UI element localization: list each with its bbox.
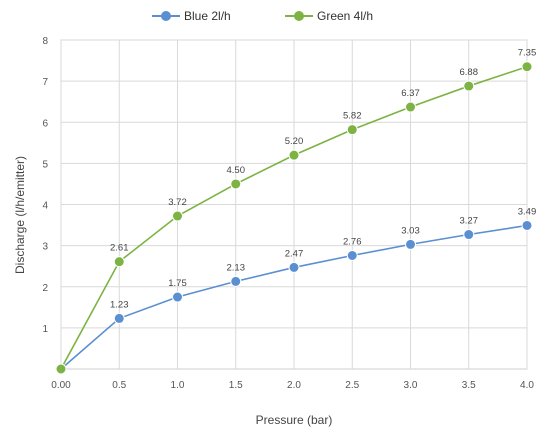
y-tick-label: 4 xyxy=(42,201,48,212)
data-point xyxy=(463,80,475,92)
data-label: 6.37 xyxy=(401,88,420,99)
data-point xyxy=(405,238,416,250)
data-point xyxy=(288,261,300,273)
data-point xyxy=(172,291,183,303)
x-axis-title: Pressure (bar) xyxy=(256,413,333,427)
data-label: 3.27 xyxy=(460,216,479,227)
x-tick-label: 4.0 xyxy=(520,380,534,391)
y-tick-label: 1 xyxy=(42,324,48,335)
data-point xyxy=(405,101,416,113)
axes: 1 2 3 4 5 6 7 8 0.00 0.5 1.0 1.5 2.0 2.5 3.0 3.5 4.0 xyxy=(42,36,534,391)
data-point xyxy=(463,229,475,241)
data-label: 4.50 xyxy=(227,165,246,176)
y-tick-label: 5 xyxy=(42,159,48,170)
x-tick-label: 3.0 xyxy=(404,380,418,391)
data-label: 3.72 xyxy=(168,197,187,208)
data-label: 5.20 xyxy=(285,136,304,147)
data-label: 2.13 xyxy=(227,262,246,273)
x-tick-label: 0.00 xyxy=(51,380,71,391)
data-label: 5.82 xyxy=(343,111,362,122)
data-point xyxy=(521,219,533,231)
data-label: 2.47 xyxy=(285,248,304,259)
x-tick-label: 3.5 xyxy=(462,380,476,391)
data-label: 2.61 xyxy=(110,243,129,254)
data-label: 1.23 xyxy=(110,299,129,310)
data-label: 3.03 xyxy=(401,225,420,236)
data-point xyxy=(288,149,300,161)
data-label: 6.88 xyxy=(460,67,479,78)
x-tick-label: 1.5 xyxy=(229,380,243,391)
data-point xyxy=(55,363,67,375)
data-label: 7.35 xyxy=(518,48,537,59)
x-tick-label: 2.0 xyxy=(287,380,301,391)
y-tick-label: 8 xyxy=(42,36,48,47)
legend-label: Blue 2l/h xyxy=(184,9,231,23)
legend-marker xyxy=(161,11,171,21)
data-label: 1.75 xyxy=(168,278,187,289)
grid xyxy=(60,39,528,370)
y-tick-label: 2 xyxy=(42,283,48,294)
data-point xyxy=(230,178,242,190)
data-point xyxy=(172,210,183,222)
legend-label: Green 4l/h xyxy=(317,9,373,23)
data-point xyxy=(346,124,358,136)
data-point xyxy=(113,312,125,324)
data-point xyxy=(521,61,533,73)
series xyxy=(55,61,533,375)
y-axis-title: Discharge (l/h/emitter) xyxy=(13,156,27,274)
y-tick-label: 3 xyxy=(42,242,48,253)
data-label: 3.49 xyxy=(518,206,537,217)
data-point xyxy=(346,249,358,261)
x-tick-label: 2.5 xyxy=(345,380,359,391)
data-label: 2.76 xyxy=(343,236,362,247)
data-point xyxy=(113,256,125,268)
legend-marker xyxy=(294,11,304,21)
legend: Blue 2l/h Green 4l/h xyxy=(152,9,373,23)
data-labels: 1.23 1.75 2.13 2.47 2.76 3.03 3.27 3.49 2.61 3.72… xyxy=(110,48,536,311)
x-tick-label: 1.0 xyxy=(171,380,185,391)
y-tick-label: 6 xyxy=(42,118,48,129)
y-tick-label: 7 xyxy=(42,77,48,88)
x-tick-label: 0.5 xyxy=(112,380,126,391)
data-point xyxy=(230,275,242,287)
